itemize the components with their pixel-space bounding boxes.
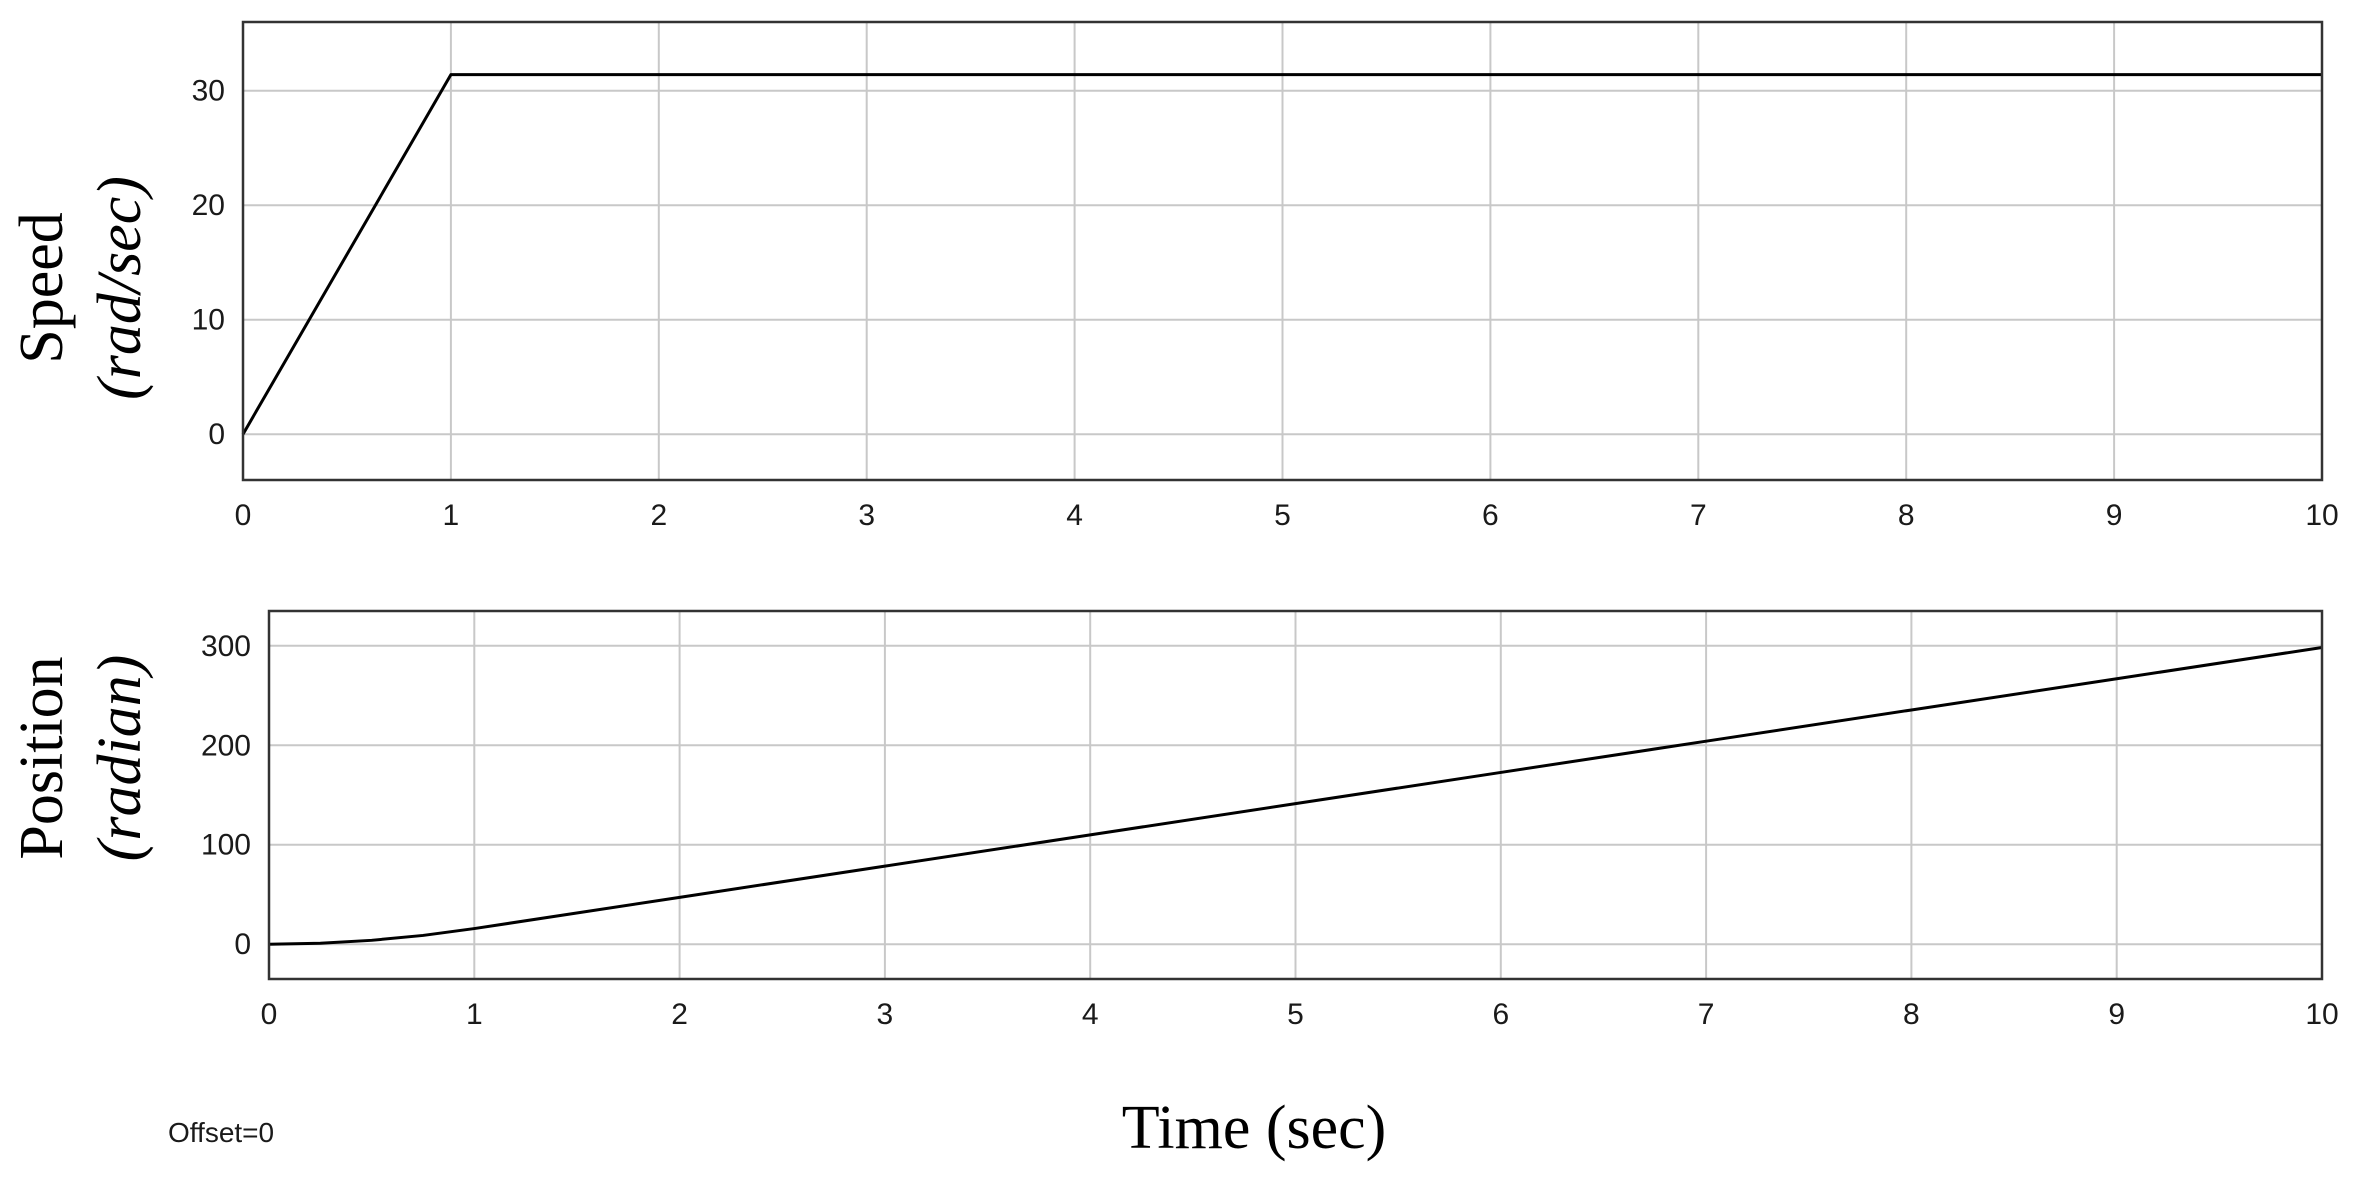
speed-y-tick-label: 20 <box>192 189 225 222</box>
speed-x-tick-label: 9 <box>2106 499 2123 532</box>
speed-x-tick-label: 5 <box>1274 499 1291 532</box>
position-axes-frame <box>267 609 2324 981</box>
position-series-line <box>268 646 2323 946</box>
position-ylabel: Position <box>8 656 76 859</box>
x-axis-label: Time (sec) <box>1122 1094 1387 1162</box>
position-y-tick-label: 200 <box>201 729 251 762</box>
speed-plot: 0 1 2 3 4 5 6 7 8 9 10 0 10 20 30 <box>192 20 2339 532</box>
position-x-tick-label: 7 <box>1698 998 1715 1031</box>
speed-y-tick-label: 30 <box>192 75 225 108</box>
speed-x-tick-label: 7 <box>1690 499 1707 532</box>
position-ylabel-unit-group: (radian) <box>86 655 154 862</box>
position-y-tick-label: 0 <box>234 928 251 961</box>
speed-x-tick-label: 6 <box>1482 499 1499 532</box>
position-x-tick-label: 1 <box>466 998 483 1031</box>
speed-x-tick-label: 10 <box>2305 499 2338 532</box>
speed-x-tick-label: 4 <box>1066 499 1083 532</box>
speed-x-tick-label: 0 <box>235 499 252 532</box>
position-x-tick-label: 2 <box>671 998 688 1031</box>
position-x-tick-label: 0 <box>261 998 278 1031</box>
position-y-tick-label: 300 <box>201 630 251 663</box>
speed-ylabel-group: Speed <box>8 212 76 364</box>
position-ylabel-group: Position <box>8 656 76 859</box>
speed-y-tick-label: 0 <box>208 418 225 451</box>
position-x-tick-label: 4 <box>1082 998 1099 1031</box>
speed-x-tick-label: 2 <box>650 499 667 532</box>
speed-ylabel-unit: (rad/sec) <box>86 176 154 400</box>
position-x-tick-label: 3 <box>877 998 894 1031</box>
speed-x-tick-label: 8 <box>1898 499 1915 532</box>
position-ylabel-unit: (radian) <box>86 655 154 862</box>
speed-x-tick-label: 3 <box>858 499 875 532</box>
speed-x-tick-label: 1 <box>443 499 460 532</box>
position-x-tick-label: 9 <box>2108 998 2125 1031</box>
offset-label: Offset=0 <box>168 1117 274 1148</box>
position-y-tick-label: 100 <box>201 829 251 862</box>
position-x-tick-label: 5 <box>1287 998 1304 1031</box>
speed-y-tick-label: 10 <box>192 304 225 337</box>
position-x-tick-label: 8 <box>1903 998 1920 1031</box>
position-x-tick-label: 10 <box>2305 998 2338 1031</box>
position-x-tick-label: 6 <box>1492 998 1509 1031</box>
speed-ylabel: Speed <box>8 212 76 364</box>
speed-series-line <box>241 73 2322 435</box>
speed-axes-frame <box>241 20 2324 482</box>
speed-ylabel-unit-group: (rad/sec) <box>86 176 154 400</box>
